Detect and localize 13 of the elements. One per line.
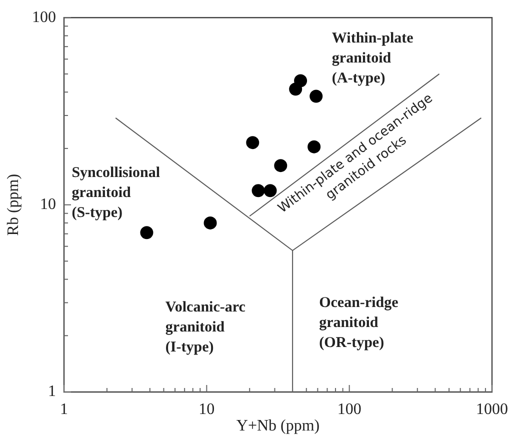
y-tick-label: 1 [48, 383, 56, 400]
annotation: Within-plate granitoid (A-type) [332, 30, 414, 86]
annotation: Ocean-ridge granitoid (OR-type) [319, 295, 399, 352]
x-axis-title: Y+Nb (ppm) [236, 418, 320, 435]
y-axis-title: Rb (ppm) [4, 174, 22, 236]
y-tick-label: 100 [32, 8, 56, 26]
y-tick-label: 10 [40, 196, 56, 214]
annotation: Volcanic-arc granitoid (I-type) [165, 299, 246, 356]
annotation: Syncollisional granitoid (S-type) [72, 164, 160, 221]
x-tick-label: 1000 [476, 400, 508, 418]
x-tick-label: 100 [337, 400, 362, 418]
x-tick-label: 1 [60, 400, 68, 418]
x-tick-label: 10 [198, 400, 215, 418]
